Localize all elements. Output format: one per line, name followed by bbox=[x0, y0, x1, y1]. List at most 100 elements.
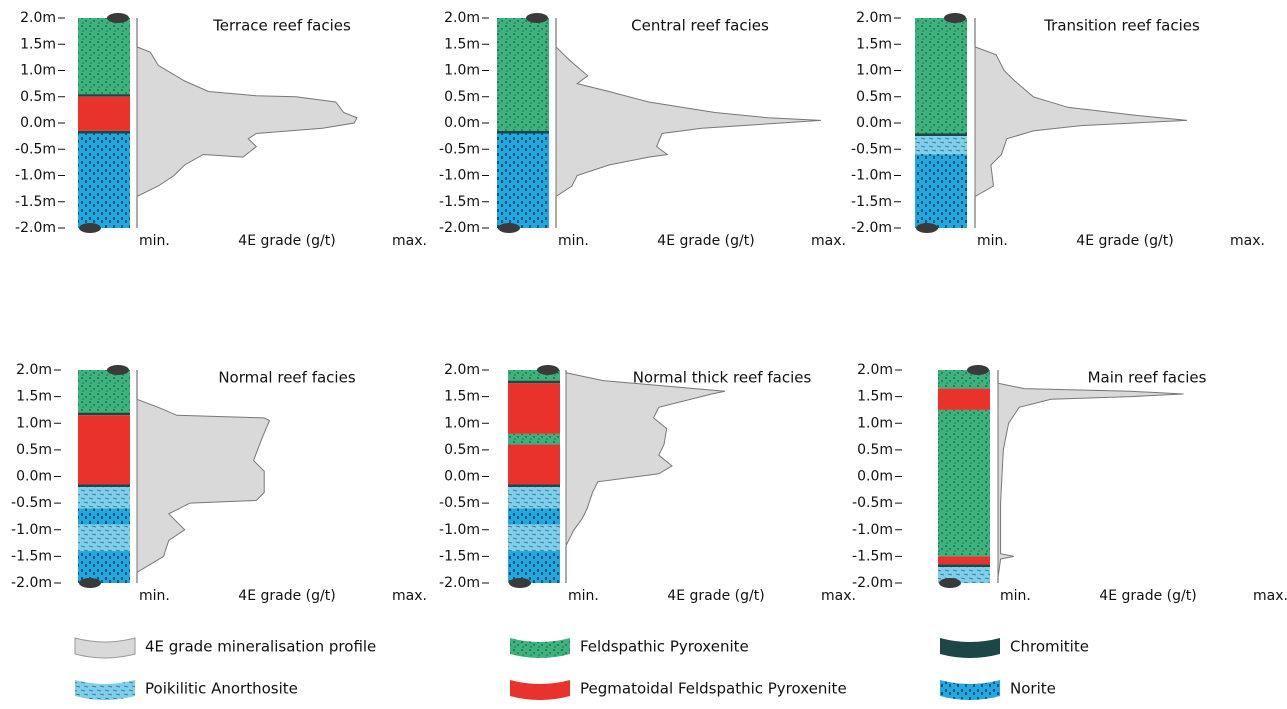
core-layer bbox=[508, 484, 560, 487]
y-tick-label: 2.0m bbox=[16, 362, 52, 378]
y-tick-label: -1.5m bbox=[15, 194, 56, 210]
core-cap bbox=[509, 578, 531, 588]
panel-title: Main reef facies bbox=[1088, 369, 1207, 387]
core-cap bbox=[79, 578, 101, 588]
y-tick-label: 1.5m bbox=[856, 36, 892, 52]
legend-label: Poikilitic Anorthosite bbox=[145, 680, 298, 698]
grade-profile bbox=[137, 47, 357, 197]
legend-swatch bbox=[940, 680, 1000, 700]
core-layer bbox=[938, 389, 990, 410]
y-tick-label: 0.5m bbox=[20, 89, 56, 105]
x-tick-label: min. bbox=[568, 588, 599, 604]
x-tick-label: max. bbox=[392, 233, 427, 249]
y-tick-label: -1.0m bbox=[852, 522, 893, 538]
core-cap bbox=[967, 365, 989, 375]
core-cap bbox=[107, 365, 129, 375]
x-axis-label: 4E grade (g/t) bbox=[667, 588, 764, 604]
y-tick-label: 1.0m bbox=[857, 415, 893, 431]
legend-label: 4E grade mineralisation profile bbox=[145, 638, 376, 656]
y-tick-label: 0.5m bbox=[444, 442, 480, 458]
core-layer bbox=[938, 410, 990, 556]
y-tick-label: 1.5m bbox=[444, 36, 480, 52]
y-tick-label: -0.5m bbox=[439, 495, 480, 511]
panel-title: Terrace reef facies bbox=[212, 17, 351, 35]
grade-profile bbox=[566, 373, 725, 546]
y-tick-label: -1.5m bbox=[439, 194, 480, 210]
y-tick-label: 0.0m bbox=[856, 115, 892, 131]
core-cap bbox=[916, 223, 938, 233]
core-layer bbox=[938, 556, 990, 564]
y-tick-label: -0.5m bbox=[439, 141, 480, 157]
core-layer bbox=[508, 508, 560, 524]
y-tick-label: 0.0m bbox=[444, 469, 480, 485]
core-layer bbox=[508, 381, 560, 384]
y-tick-label: 1.0m bbox=[856, 63, 892, 79]
y-tick-label: 1.0m bbox=[16, 415, 52, 431]
legend-swatch bbox=[75, 638, 135, 658]
y-tick-label: -2.0m bbox=[851, 220, 892, 236]
core-layer bbox=[915, 134, 967, 137]
panel-title: Central reef facies bbox=[631, 17, 769, 35]
x-tick-label: min. bbox=[139, 233, 170, 249]
y-tick-label: -1.5m bbox=[852, 548, 893, 564]
core-layer bbox=[78, 97, 130, 131]
legend-label: Chromitite bbox=[1010, 638, 1089, 656]
x-axis-label: 4E grade (g/t) bbox=[1076, 233, 1173, 249]
legend-swatch bbox=[510, 638, 570, 658]
y-tick-label: 2.0m bbox=[444, 362, 480, 378]
legend-label: Feldspathic Pyroxenite bbox=[580, 638, 749, 656]
panel-title: Normal reef facies bbox=[218, 369, 355, 387]
y-tick-label: -0.5m bbox=[851, 141, 892, 157]
core-cap bbox=[498, 223, 520, 233]
panel-title: Normal thick reef facies bbox=[633, 369, 812, 387]
y-tick-label: -1.5m bbox=[851, 194, 892, 210]
y-tick-label: -2.0m bbox=[15, 220, 56, 236]
legend-label: Pegmatoidal Feldspathic Pyroxenite bbox=[580, 680, 847, 698]
core-layer bbox=[78, 370, 130, 413]
core-cap bbox=[944, 13, 966, 23]
y-tick-label: 0.5m bbox=[444, 89, 480, 105]
y-tick-label: 0.5m bbox=[857, 442, 893, 458]
core-layer bbox=[938, 564, 990, 567]
y-tick-label: -2.0m bbox=[11, 575, 52, 591]
y-tick-label: 0.0m bbox=[16, 469, 52, 485]
core-layer bbox=[497, 18, 549, 131]
core-layer bbox=[78, 131, 130, 134]
y-tick-label: 2.0m bbox=[444, 10, 480, 26]
grade-profile bbox=[975, 47, 1187, 197]
y-tick-label: 1.0m bbox=[20, 63, 56, 79]
core-layer bbox=[497, 134, 549, 229]
core-layer bbox=[78, 524, 130, 551]
core-layer bbox=[508, 487, 560, 508]
legend-swatch bbox=[940, 638, 1000, 658]
figure: Terrace reef facies 2.0m 1.5m 1.0m 0.5m 0.0m -… bbox=[0, 0, 1287, 709]
core-layer bbox=[508, 434, 560, 445]
y-tick-label: -2.0m bbox=[439, 575, 480, 591]
x-axis-label: 4E grade (g/t) bbox=[657, 233, 754, 249]
y-tick-label: -0.5m bbox=[852, 495, 893, 511]
y-tick-label: -1.0m bbox=[851, 168, 892, 184]
core-layer bbox=[915, 155, 967, 229]
y-tick-label: -1.0m bbox=[11, 522, 52, 538]
y-tick-label: -1.0m bbox=[439, 522, 480, 538]
core-layer bbox=[508, 524, 560, 551]
y-tick-label: 0.0m bbox=[444, 115, 480, 131]
grade-profile bbox=[137, 399, 270, 572]
y-tick-label: 1.5m bbox=[16, 389, 52, 405]
legend-swatch bbox=[75, 680, 135, 700]
y-tick-label: -2.0m bbox=[439, 220, 480, 236]
y-tick-label: -2.0m bbox=[852, 575, 893, 591]
core-layer bbox=[915, 136, 967, 154]
core-layer bbox=[508, 445, 560, 485]
grade-profile bbox=[998, 383, 1184, 577]
x-tick-label: max. bbox=[392, 588, 427, 604]
panel-title: Transition reef facies bbox=[1043, 17, 1200, 35]
core-layer bbox=[915, 18, 967, 134]
core-layer bbox=[78, 415, 130, 484]
y-tick-label: 2.0m bbox=[856, 10, 892, 26]
core-layer bbox=[497, 131, 549, 134]
y-tick-label: 1.5m bbox=[857, 389, 893, 405]
core-layer bbox=[78, 508, 130, 524]
x-tick-label: min. bbox=[139, 588, 170, 604]
y-tick-label: 0.5m bbox=[16, 442, 52, 458]
